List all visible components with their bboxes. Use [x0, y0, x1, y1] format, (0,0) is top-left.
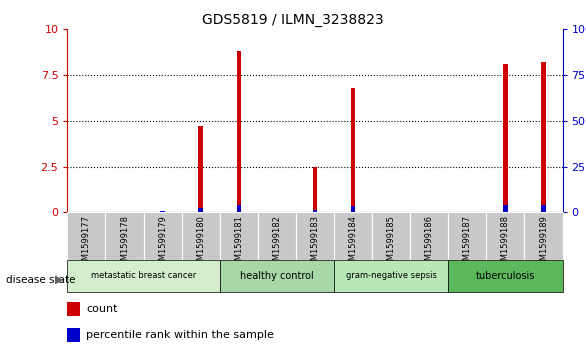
Text: GDS5819 / ILMN_3238823: GDS5819 / ILMN_3238823	[202, 13, 384, 27]
Text: count: count	[86, 304, 118, 314]
Bar	[351, 207, 355, 212]
Text: healthy control: healthy control	[240, 271, 314, 281]
Bar	[410, 212, 448, 260]
Text: GSM1599178: GSM1599178	[120, 215, 129, 271]
Bar	[161, 211, 165, 212]
Bar	[199, 126, 203, 212]
Bar	[237, 205, 241, 212]
Bar	[541, 62, 546, 212]
Bar	[67, 302, 80, 316]
Bar	[296, 212, 334, 260]
Bar	[448, 260, 563, 292]
Text: metastatic breast cancer: metastatic breast cancer	[91, 272, 196, 280]
Bar	[258, 212, 296, 260]
Bar	[237, 51, 241, 212]
Bar	[334, 260, 448, 292]
Bar	[220, 212, 258, 260]
Text: disease state: disease state	[6, 274, 76, 285]
Bar	[182, 212, 220, 260]
Text: GSM1599183: GSM1599183	[311, 215, 319, 271]
Text: tuberculosis: tuberculosis	[476, 271, 535, 281]
Text: GSM1599182: GSM1599182	[272, 215, 281, 270]
Text: GSM1599179: GSM1599179	[158, 215, 167, 270]
Bar	[486, 212, 524, 260]
Text: gram-negative sepsis: gram-negative sepsis	[346, 272, 437, 280]
Bar	[372, 212, 410, 260]
Bar	[334, 212, 372, 260]
Text: ▶: ▶	[54, 274, 63, 285]
Text: GSM1599180: GSM1599180	[196, 215, 205, 270]
Text: GSM1599186: GSM1599186	[425, 215, 434, 271]
Bar	[503, 64, 507, 212]
Bar	[351, 88, 355, 212]
Bar	[503, 205, 507, 212]
Bar	[313, 210, 317, 212]
Bar	[448, 212, 486, 260]
Text: GSM1599189: GSM1599189	[539, 215, 548, 270]
Text: GSM1599188: GSM1599188	[501, 215, 510, 271]
Bar	[67, 212, 105, 260]
Text: GSM1599181: GSM1599181	[234, 215, 243, 270]
Bar	[144, 212, 182, 260]
Bar	[199, 208, 203, 212]
Bar	[220, 260, 334, 292]
Text: GSM1599187: GSM1599187	[463, 215, 472, 271]
Bar	[313, 167, 317, 212]
Text: GSM1599185: GSM1599185	[387, 215, 396, 270]
Bar	[67, 328, 80, 342]
Text: percentile rank within the sample: percentile rank within the sample	[86, 330, 274, 340]
Text: GSM1599177: GSM1599177	[82, 215, 91, 271]
Bar	[541, 205, 546, 212]
Bar	[105, 212, 144, 260]
Bar	[524, 212, 563, 260]
Text: GSM1599184: GSM1599184	[349, 215, 357, 270]
Bar	[67, 260, 220, 292]
